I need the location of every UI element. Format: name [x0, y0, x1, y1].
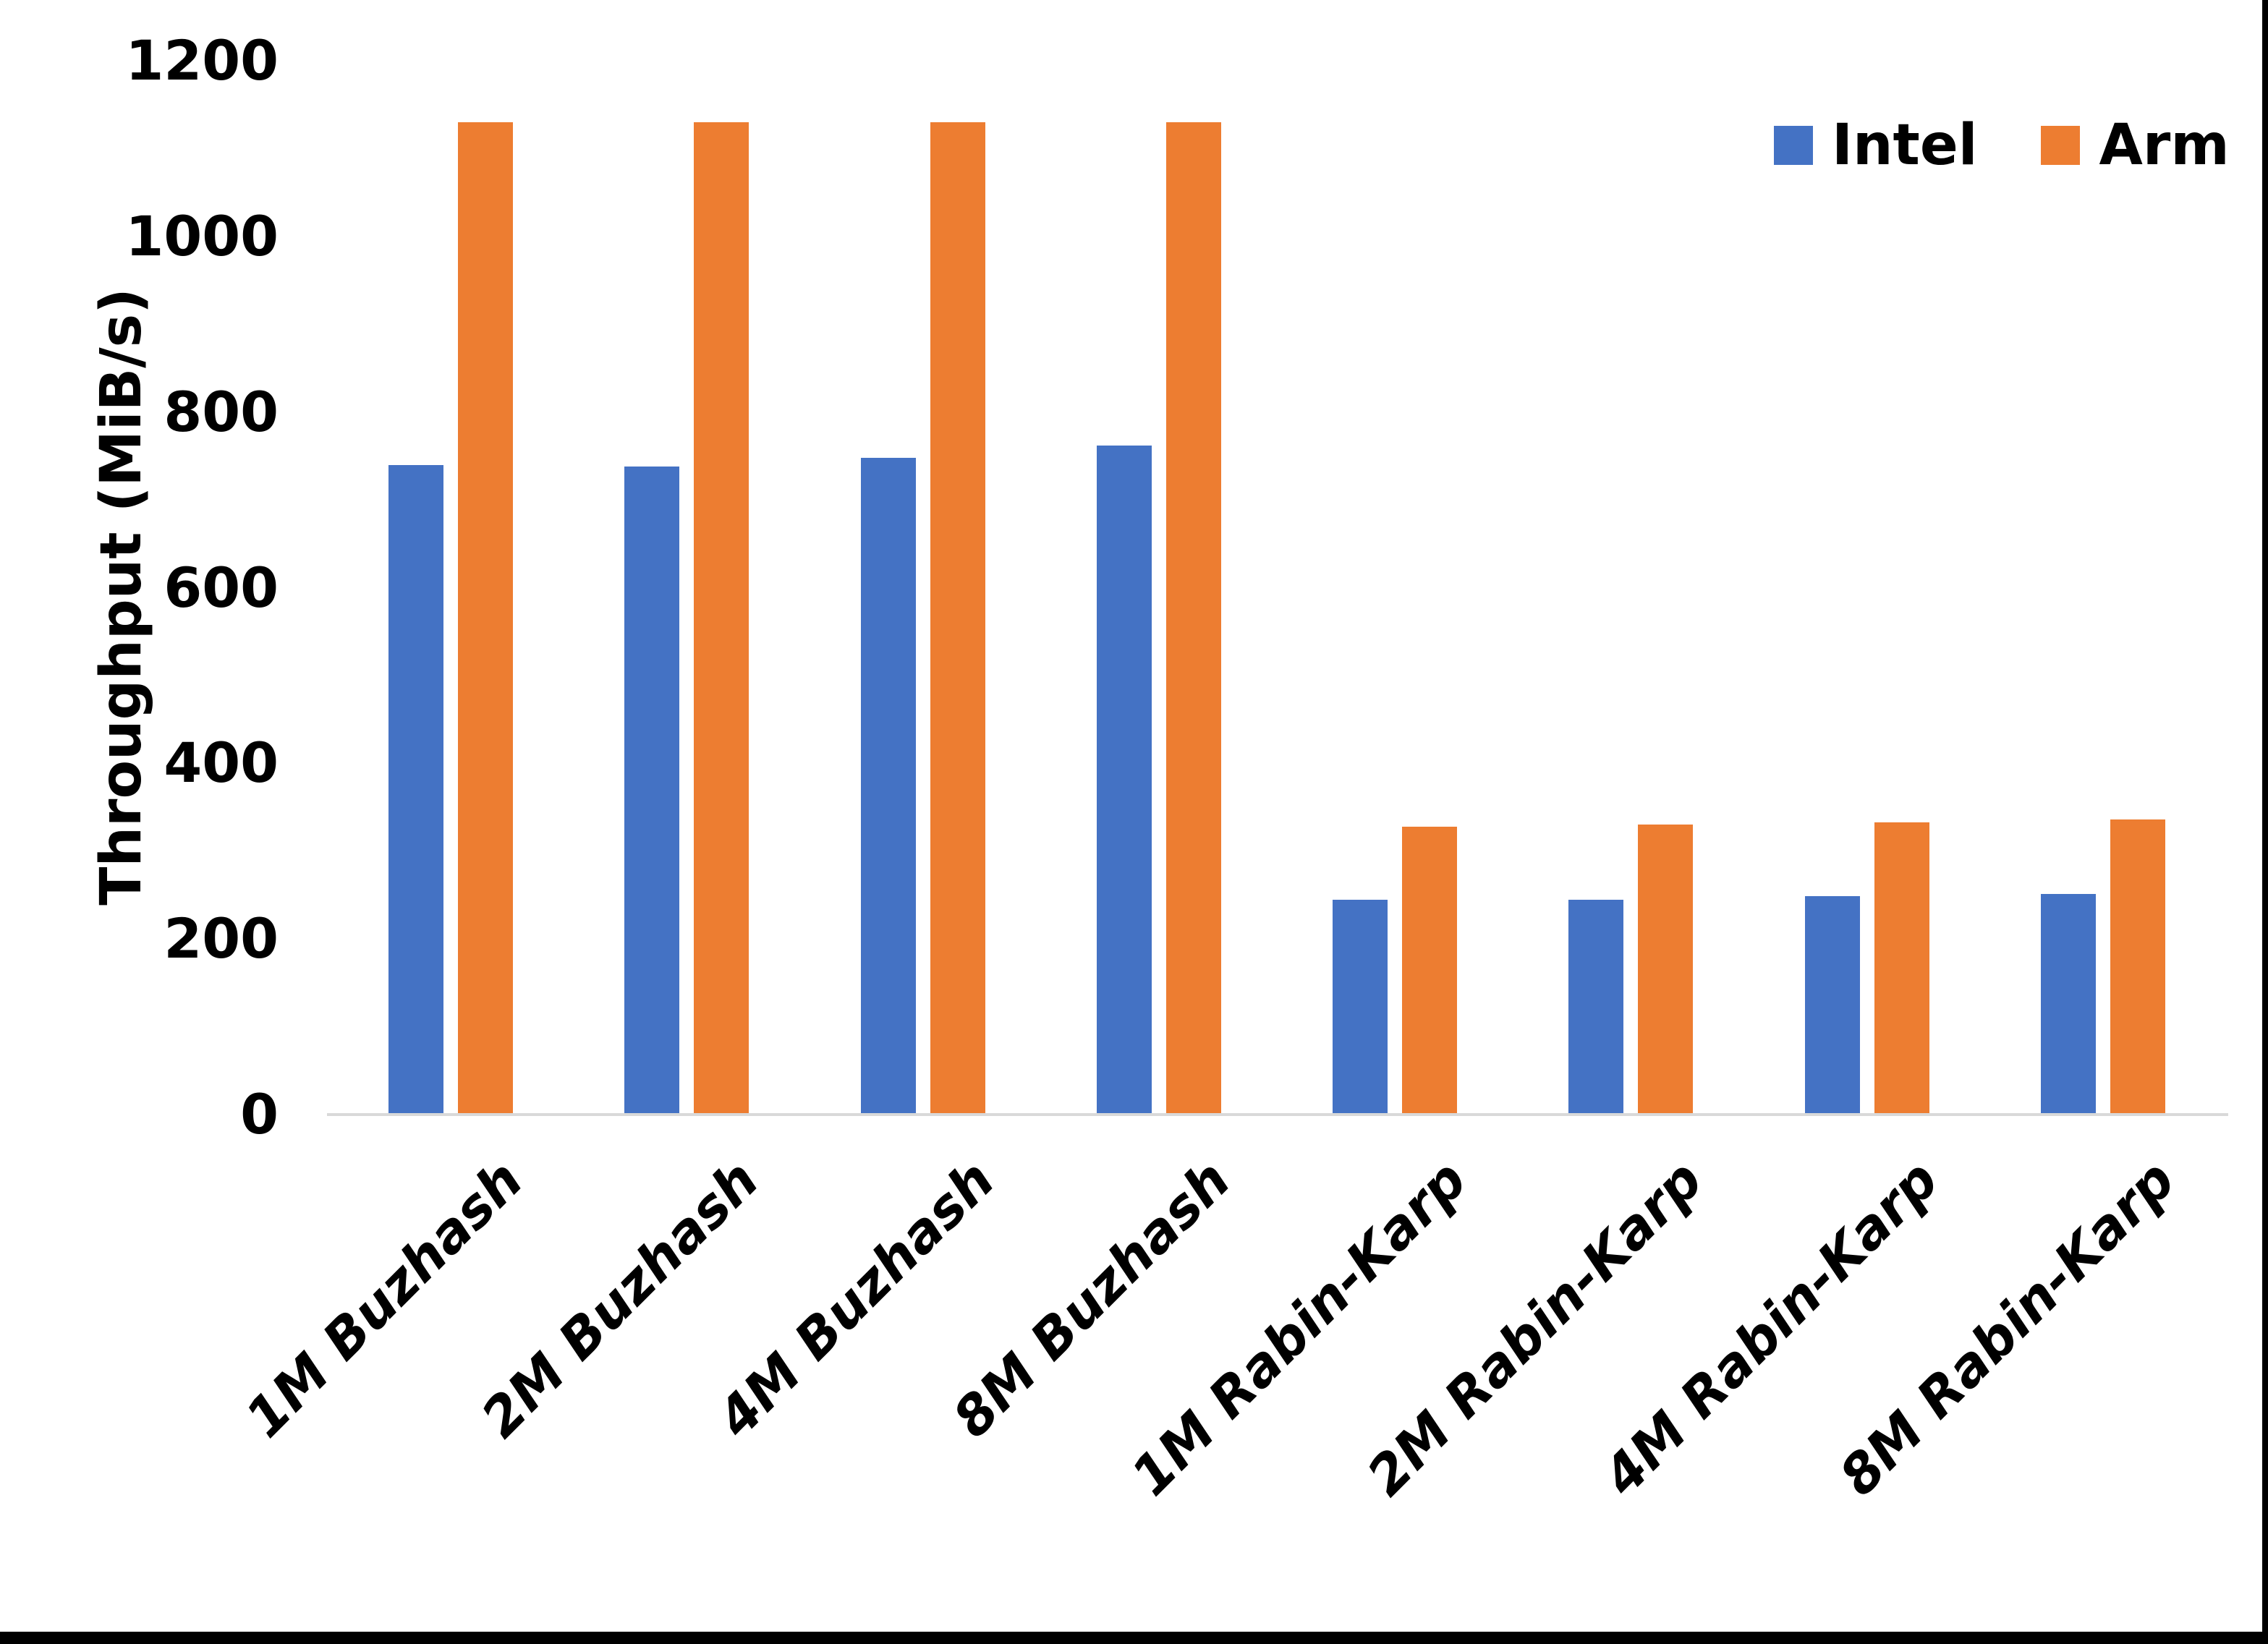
x-axis-line [327, 1113, 2228, 1116]
bar-group-2m-rabin-karp [1513, 61, 1749, 1115]
legend-item-intel: Intel [1774, 117, 1977, 174]
bar-group-8m-buzhash [1041, 61, 1277, 1115]
bar-arm-2m-rabin-karp [1638, 825, 1694, 1115]
legend-label-arm: Arm [2099, 113, 2230, 178]
plot-area [327, 61, 2228, 1116]
bar-arm-2m-buzhash [694, 122, 749, 1115]
bar-group-2m-buzhash [569, 61, 804, 1115]
legend-item-arm: Arm [2041, 113, 2230, 178]
y-tick-label-0: 0 [240, 1082, 279, 1146]
bar-intel-2m-rabin-karp [1568, 899, 1624, 1115]
y-tick-label-200: 200 [163, 906, 279, 971]
screenshot-bottom-border [0, 1632, 2268, 1644]
bar-intel-1m-rabin-karp [1333, 899, 1388, 1115]
bar-intel-4m-rabin-karp [1804, 895, 1860, 1115]
bar-arm-8m-buzhash [1165, 122, 1221, 1115]
bar-group-4m-buzhash [805, 61, 1041, 1115]
bar-arm-1m-rabin-karp [1402, 826, 1458, 1115]
bar-intel-8m-rabin-karp [2040, 894, 2096, 1115]
bar-arm-1m-buzhash [458, 122, 514, 1115]
legend-swatch-intel [1774, 126, 1813, 165]
bar-group-1m-buzhash [333, 61, 569, 1115]
y-tick-label-1200: 1200 [125, 28, 279, 93]
bar-arm-4m-rabin-karp [1874, 822, 1929, 1115]
legend-swatch-arm [2041, 126, 2081, 165]
y-tick-label-1000: 1000 [125, 203, 279, 268]
y-tick-label-600: 600 [163, 555, 279, 620]
bar-intel-2m-buzhash [624, 466, 680, 1115]
bar-groups [333, 61, 2221, 1115]
bar-intel-8m-buzhash [1096, 445, 1152, 1115]
bar-arm-8m-rabin-karp [2110, 819, 2165, 1115]
bar-group-4m-rabin-karp [1749, 61, 1985, 1115]
y-tick-label-400: 400 [163, 731, 279, 796]
bar-group-8m-rabin-karp [1985, 61, 2221, 1115]
bar-group-1m-rabin-karp [1277, 61, 1513, 1115]
bar-intel-1m-buzhash [388, 464, 444, 1115]
bar-intel-4m-buzhash [860, 457, 916, 1115]
screenshot-right-border [2262, 0, 2268, 1644]
bar-arm-4m-buzhash [930, 122, 985, 1115]
y-tick-label-800: 800 [163, 379, 279, 444]
legend: Intel Arm [1774, 117, 2230, 174]
legend-label-intel: Intel [1832, 113, 1978, 178]
